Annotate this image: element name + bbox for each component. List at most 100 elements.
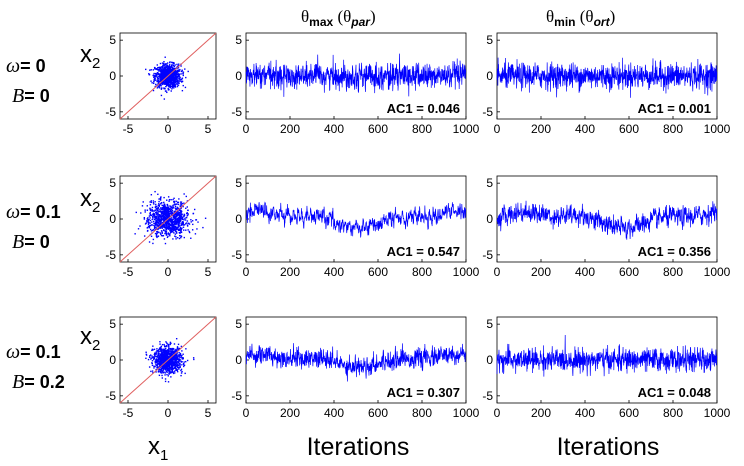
scatter-1-point-474 — [160, 211, 162, 213]
scatter-2-point-767 — [155, 353, 157, 355]
scatter-2-point-389 — [172, 371, 175, 373]
scatter-0-point-260 — [178, 70, 181, 72]
scatter-2-point-494 — [172, 372, 175, 375]
scatter-1-point-634 — [160, 207, 162, 209]
scatter-0-point-380 — [165, 63, 168, 65]
scatter-1-point-550 — [172, 224, 175, 227]
trace-0-1-ytick-label-0: -5 — [482, 105, 493, 119]
scatter-0-point-945 — [176, 79, 178, 81]
scatter-1-point-761 — [174, 220, 177, 222]
scatter-1-point-706 — [165, 228, 167, 230]
scatter-1-point-661 — [178, 229, 181, 232]
scatter-1-point-772 — [147, 218, 149, 221]
scatter-2-point-480 — [163, 360, 166, 362]
scatter-0-point-542 — [175, 72, 177, 75]
scatter-1-point-51 — [178, 198, 180, 200]
scatter-0-point-914 — [174, 71, 176, 74]
scatter-1-point-455 — [169, 205, 171, 207]
scatter-2-point-575 — [171, 361, 174, 363]
scatter-1-point-989 — [178, 220, 180, 222]
scatter-1-point-171 — [161, 207, 164, 209]
scatter-2-point-693 — [159, 371, 162, 373]
scatter-1-point-624 — [147, 223, 150, 226]
scatter-1-point-860 — [183, 214, 186, 216]
scatter-1-point-807 — [150, 208, 152, 210]
scatter-ylabel-0: x2 — [80, 41, 100, 72]
scatter-2-point-464 — [164, 345, 166, 348]
scatter-2-point-477 — [192, 357, 195, 359]
scatter-1-point-973 — [167, 235, 169, 237]
scatter-2-point-974 — [164, 355, 166, 358]
trace-2-0-xtick-label-0: 0 — [243, 406, 250, 420]
scatter-1-point-426 — [152, 229, 155, 231]
scatter-2-point-587 — [178, 358, 180, 361]
scatter-2-point-470 — [164, 345, 167, 348]
scatter-2-point-647 — [169, 362, 171, 364]
scatter-2-point-503 — [180, 364, 182, 366]
scatter-0-point-601 — [177, 70, 180, 72]
scatter-2-point-832 — [180, 360, 182, 362]
scatter-0-point-952 — [173, 65, 176, 68]
scatter-1-point-660 — [151, 216, 154, 218]
scatter-2-point-956 — [156, 367, 158, 369]
scatter-0-point-175 — [145, 68, 147, 71]
scatter-1-point-980 — [170, 208, 173, 211]
scatter-0-point-291 — [158, 75, 160, 78]
scatter-2-point-813 — [167, 367, 169, 369]
scatter-2-point-812 — [145, 357, 147, 360]
scatter-0-point-987 — [171, 69, 173, 72]
scatter-2-point-562 — [175, 365, 177, 367]
scatter-2-point-914 — [172, 357, 174, 360]
scatter-1-point-209 — [162, 234, 165, 237]
scatter-1-point-823 — [181, 203, 184, 205]
scatter-0-point-414 — [176, 84, 179, 86]
scatter-0-point-670 — [164, 68, 167, 70]
scatter-0-point-993 — [163, 76, 165, 78]
scatter-2-point-311 — [150, 358, 152, 360]
trace-xlabel-right: Iterations — [557, 433, 660, 461]
scatter-0-point-864 — [165, 70, 168, 73]
scatter-2-point-67 — [160, 364, 162, 366]
scatter-2-point-864 — [158, 356, 160, 358]
scatter-0-point-679 — [172, 71, 174, 74]
scatter-2-point-881 — [162, 354, 165, 356]
scatter-1-point-848 — [161, 217, 163, 220]
scatter-1-point-680 — [182, 221, 184, 223]
scatter-1-point-647 — [177, 218, 179, 220]
scatter-0-point-865 — [168, 84, 171, 86]
scatter-2-point-995 — [157, 358, 160, 361]
scatter-2-point-743 — [166, 356, 168, 358]
scatter-1-point-960 — [157, 207, 160, 209]
scatter-2-point-826 — [167, 362, 169, 364]
scatter-2-point-840 — [171, 371, 173, 374]
scatter-2-point-985 — [174, 360, 177, 362]
scatter-2-point-170 — [182, 353, 184, 355]
scatter-2-point-479 — [177, 347, 179, 349]
scatter-1-point-160 — [149, 204, 152, 206]
scatter-0-point-863 — [168, 77, 170, 80]
scatter-0-point-635 — [156, 80, 158, 83]
scatter-2-point-594 — [175, 359, 177, 361]
scatter-1-point-902 — [163, 238, 166, 240]
scatter-0-point-451 — [182, 71, 185, 73]
scatter-1-point-636 — [168, 228, 170, 230]
scatter-1-point-819 — [173, 204, 175, 206]
scatter-0-point-693 — [174, 75, 177, 77]
scatter-2-point-793 — [159, 364, 161, 367]
scatter-0-point-443 — [153, 80, 155, 83]
scatter-2-point-570 — [157, 361, 160, 363]
scatter-0-point-972 — [170, 77, 173, 80]
scatter-0-point-497 — [156, 87, 159, 89]
scatter-1-point-588 — [164, 242, 167, 245]
scatter-2-point-323 — [167, 365, 169, 367]
scatter-2-point-408 — [174, 372, 176, 374]
scatter-1-point-219 — [176, 203, 178, 205]
scatter-2-point-487 — [162, 353, 164, 355]
scatter-1-point-526 — [168, 200, 170, 202]
scatter-0-point-839 — [153, 72, 155, 75]
scatter-0-point-322 — [169, 64, 171, 66]
scatter-2-point-306 — [156, 356, 158, 358]
trace-0-0-xtick-label-1: 200 — [280, 122, 300, 136]
scatter-0-point-931 — [160, 72, 162, 74]
scatter-1-point-575 — [165, 232, 168, 234]
